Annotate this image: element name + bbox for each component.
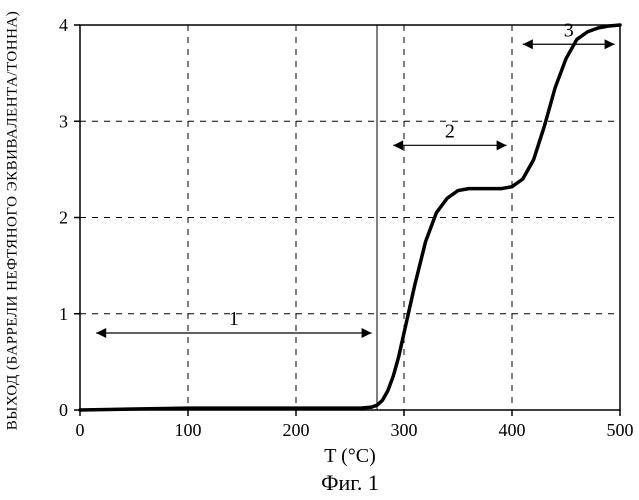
chart-container: ВЫХОД (БАРРЕЛИ НЕФТЯНОГО ЭКВИВАЛЕНТА/ТОН… (0, 0, 639, 500)
xtick-label: 400 (499, 420, 526, 440)
figure-caption: Фиг. 1 (321, 470, 379, 495)
x-axis-label: T (°C) (324, 445, 376, 467)
xtick-label: 100 (175, 420, 202, 440)
region-label: 2 (445, 120, 455, 142)
chart-svg: 0 100 200 300 400 500 0 1 2 3 4 T (°C) Фиг. 1 1 2 3 (0, 0, 639, 500)
y-axis-label: ВЫХОД (БАРРЕЛИ НЕФТЯНОГО ЭКВИВАЛЕНТА/ТОН… (5, 10, 22, 430)
ytick-label: 4 (59, 15, 68, 35)
xtick-label: 0 (76, 420, 85, 440)
plot-bg (0, 0, 639, 500)
xtick-label: 200 (283, 420, 310, 440)
xtick-label: 300 (391, 420, 418, 440)
y-axis-label-wrap: ВЫХОД (БАРРЕЛИ НЕФТЯНОГО ЭКВИВАЛЕНТА/ТОН… (2, 0, 24, 440)
ytick-label: 0 (59, 400, 68, 420)
region-label: 1 (229, 308, 239, 330)
ytick-label: 3 (59, 111, 68, 131)
region-label: 3 (564, 19, 574, 41)
ytick-label: 1 (59, 304, 68, 324)
ytick-label: 2 (59, 208, 68, 228)
xtick-label: 500 (607, 420, 634, 440)
